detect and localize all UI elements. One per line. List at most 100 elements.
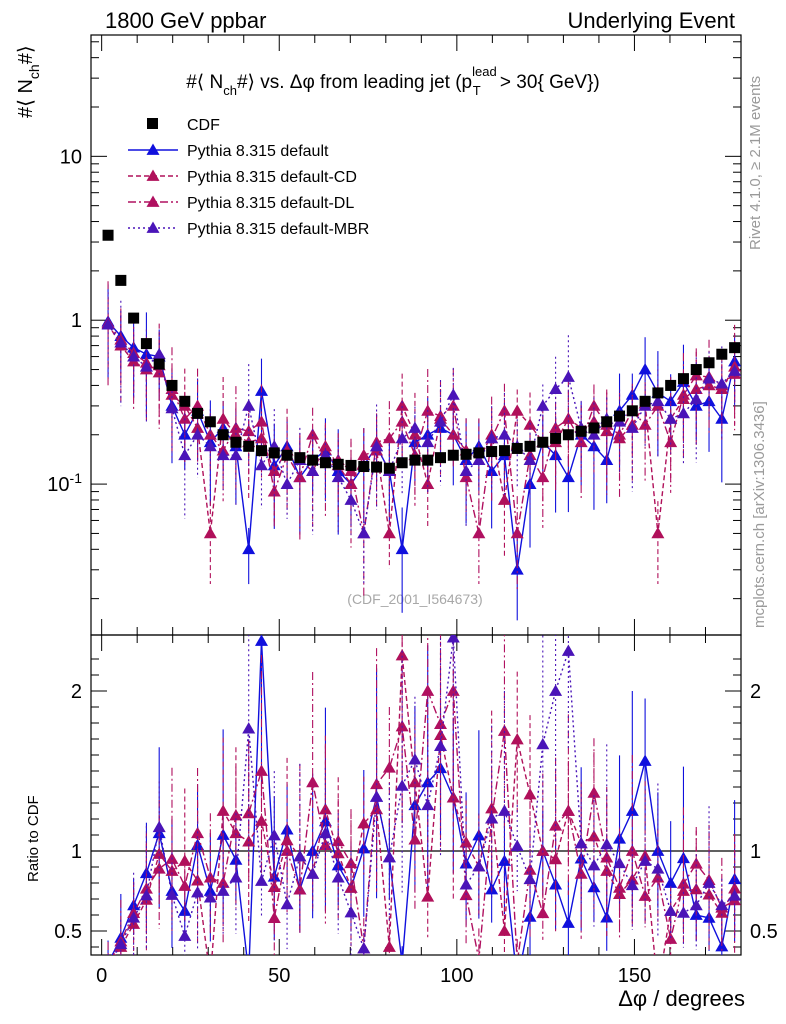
ratio-point <box>561 916 575 928</box>
series-point <box>689 392 703 404</box>
series-line <box>107 321 736 570</box>
ratio-point <box>280 844 294 856</box>
ratio-point <box>216 884 230 896</box>
cdf-point <box>345 459 357 471</box>
series-point <box>165 401 179 414</box>
x-tick-label: 0 <box>96 965 107 987</box>
rivet-label: Rivet 4.1.0, ≥ 2.1M events <box>747 76 764 250</box>
ratio-point <box>536 737 550 750</box>
ratio-point <box>497 804 511 816</box>
series-point <box>293 470 307 483</box>
cdf-point <box>435 452 447 464</box>
series-point <box>459 470 473 483</box>
ratio-point <box>702 888 716 900</box>
ratio-point <box>191 885 205 898</box>
ratio-point <box>357 942 371 954</box>
legend-marker <box>146 195 160 207</box>
ratio-point <box>511 956 524 967</box>
ratio-point <box>536 906 550 919</box>
cdf-point <box>511 442 523 454</box>
y-tick-label: 10-1 <box>47 470 82 496</box>
cdf-point <box>115 274 127 286</box>
ratio-point <box>408 833 422 845</box>
series-point <box>421 477 435 489</box>
cdf-point <box>192 407 204 419</box>
series-point <box>664 435 678 448</box>
series-point <box>459 464 473 476</box>
cdf-point <box>217 429 229 441</box>
cdf-point <box>307 454 319 466</box>
cdf-point <box>396 457 408 469</box>
series-point <box>229 448 243 461</box>
series-point <box>446 388 460 400</box>
ratio-point <box>664 932 678 944</box>
ratio-point <box>638 854 652 866</box>
series-point <box>395 542 409 555</box>
series-point <box>139 360 153 372</box>
series-point <box>625 388 639 400</box>
series-point <box>651 526 665 539</box>
series-point <box>651 394 665 407</box>
series-point <box>203 428 217 440</box>
series-point <box>549 382 563 394</box>
series-point <box>523 453 537 466</box>
ratio-axis-label: Ratio to CDF <box>25 795 42 882</box>
series-point <box>434 415 448 427</box>
cdf-point <box>729 342 741 354</box>
series-point <box>216 448 230 461</box>
ratio-point <box>510 839 524 852</box>
legend-label: Pythia 8.315 default <box>187 143 329 160</box>
ratio-point <box>511 975 524 986</box>
ratio-point <box>689 882 703 895</box>
series-point <box>472 453 486 466</box>
ratio-tick-label: 2 <box>71 681 82 703</box>
ratio-point <box>306 775 320 788</box>
ratio-point <box>395 779 409 791</box>
series-point <box>510 563 524 575</box>
ratio-line <box>112 690 735 955</box>
ratio-point <box>396 957 409 968</box>
series-point <box>536 399 550 411</box>
ratio-tick-label: 1 <box>750 841 761 863</box>
cdf-point <box>601 416 613 428</box>
ratio-tick-label: 0.5 <box>750 921 778 943</box>
ratio-point <box>689 857 703 869</box>
series-point <box>254 458 268 471</box>
ratio-point <box>293 850 307 862</box>
legend-marker <box>146 143 160 155</box>
chart-title: #⟨ Nch#⟩ vs. Δφ from leading jet (plead T… <box>186 64 600 98</box>
ratio-point <box>587 786 601 798</box>
series-point <box>472 526 486 539</box>
ratio-point <box>357 842 371 854</box>
series-point <box>689 399 703 411</box>
series-point <box>625 421 639 433</box>
ratio-point <box>165 888 179 900</box>
legend-marker <box>147 118 158 129</box>
ratio-point <box>127 911 141 923</box>
series-point <box>357 448 371 461</box>
series-point <box>203 439 217 452</box>
cdf-point <box>371 461 383 473</box>
cdf-point <box>332 458 344 470</box>
series-point <box>510 404 524 416</box>
cdf-point <box>588 422 600 434</box>
ratio-point <box>382 761 396 773</box>
legend-marker <box>146 221 160 233</box>
ratio-point <box>561 804 575 816</box>
cdf-point <box>460 448 472 460</box>
cdf-point <box>614 410 626 422</box>
cdf-point <box>153 358 165 370</box>
cdf-point <box>166 379 178 391</box>
cdf-point <box>562 429 574 441</box>
series-point <box>357 526 371 539</box>
cdf-point <box>230 436 242 448</box>
ratio-point <box>242 722 256 734</box>
ratio-point <box>421 890 435 902</box>
ratio-point <box>254 764 268 776</box>
ratio-line <box>114 655 736 955</box>
ratio-point <box>523 788 537 800</box>
ratio-point <box>446 635 460 643</box>
header-left: 1800 GeV ppbar <box>105 8 266 33</box>
cdf-point <box>537 436 549 448</box>
